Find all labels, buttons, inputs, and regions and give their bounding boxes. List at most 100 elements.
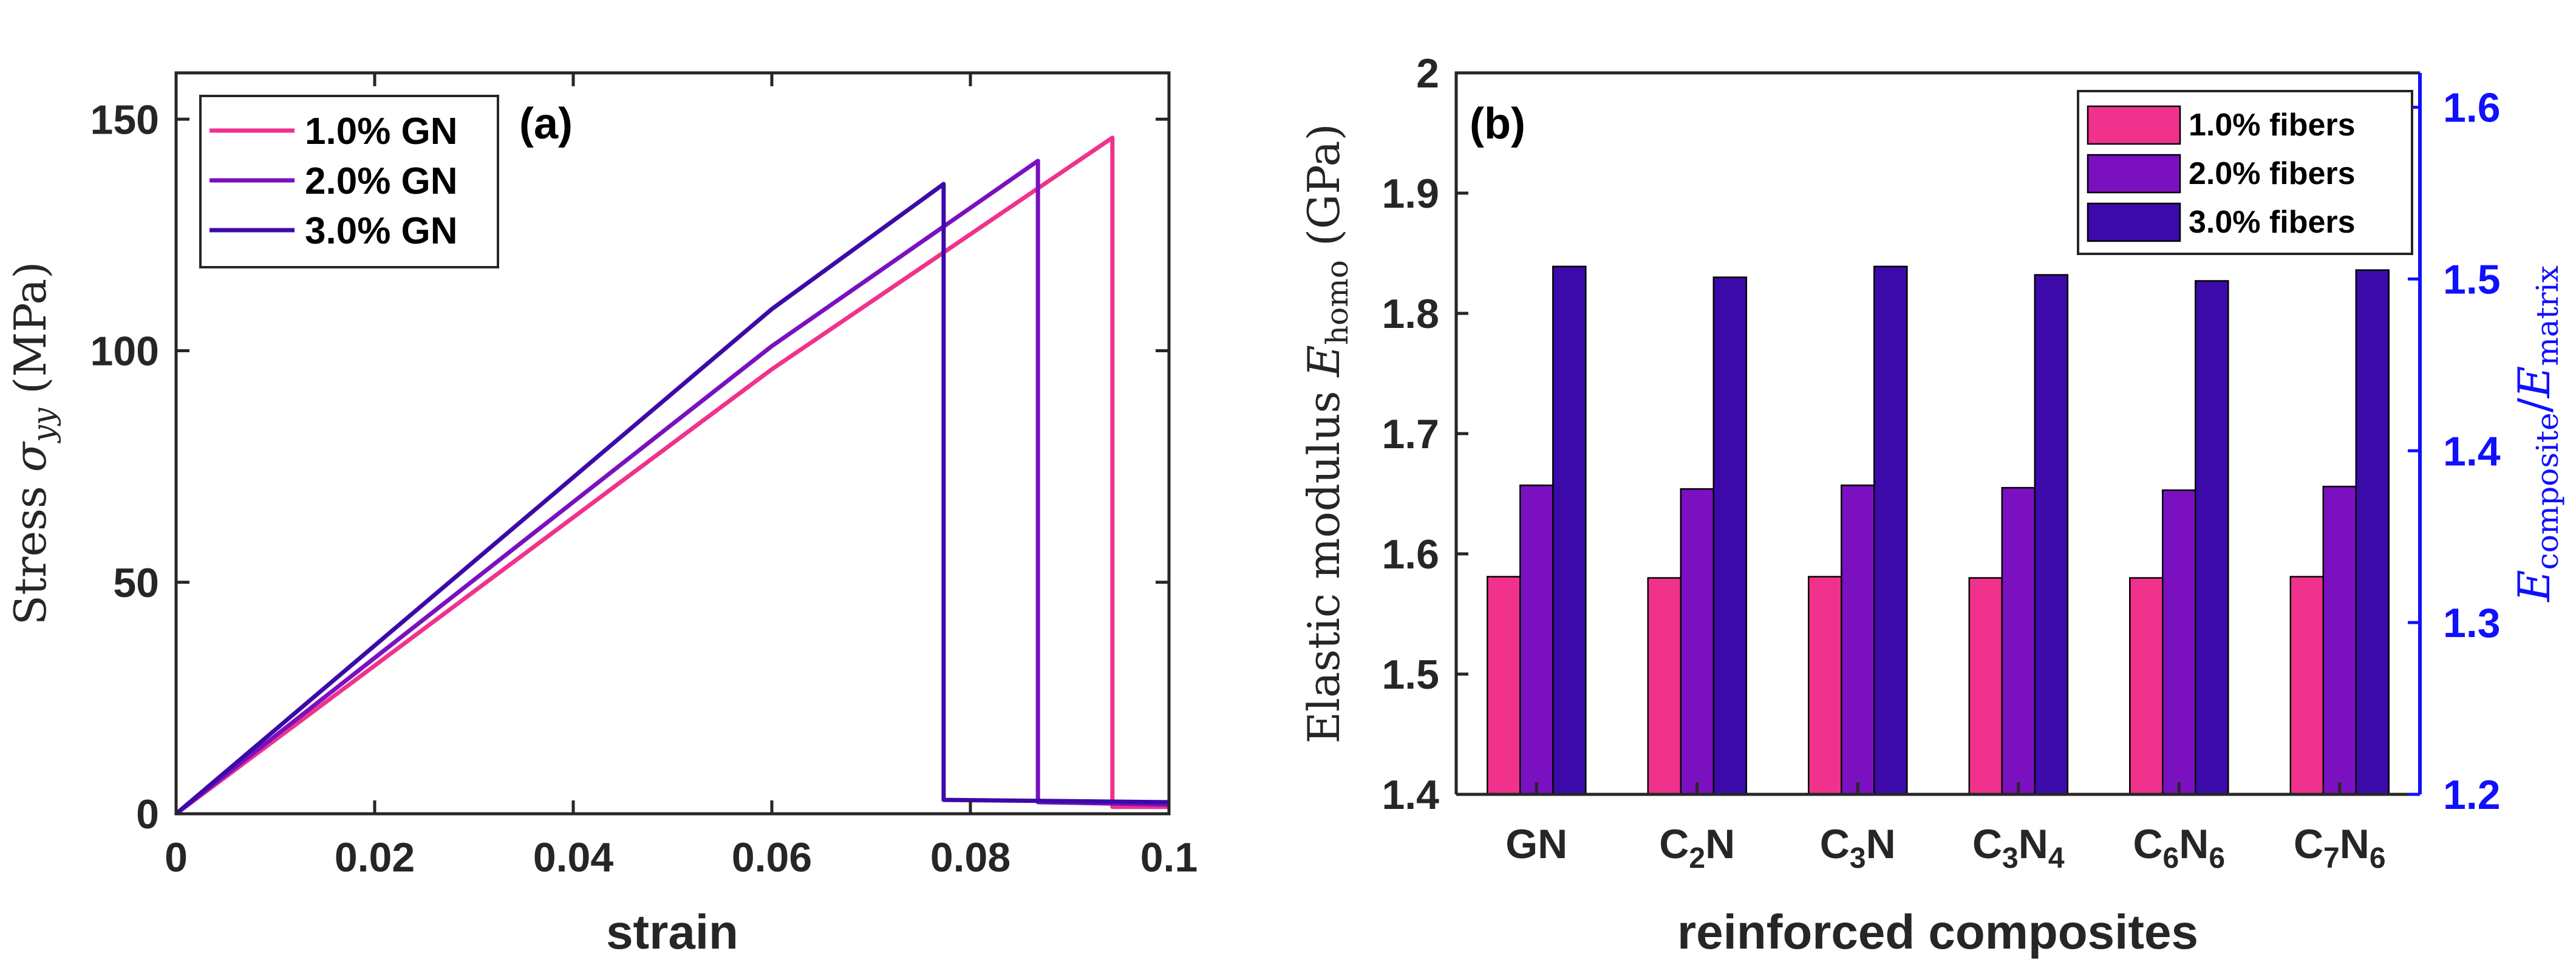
panel-b-bar-5-3 <box>2195 280 2229 796</box>
panel-a-x-tick-label: 0.08 <box>930 834 1010 881</box>
panel-b-legend-swatch-2 <box>2087 154 2181 194</box>
panel-b-x-tick-part: C <box>2133 821 2162 867</box>
panel-b-legend-label-2: 2.0% fibers <box>2189 156 2356 191</box>
panel-a-series-line-1 <box>174 135 1169 816</box>
panel-b-right-y-tick-label: 1.2 <box>2443 772 2501 818</box>
panel-a-line-chart: 0 0.02 0.04 0.06 0.08 0.1 0 50 100 150 (a) 1.0% … <box>5 71 1198 959</box>
panel-a-series-line-3 <box>174 182 1170 816</box>
panel-a-x-tick-label: 0.1 <box>1140 834 1198 881</box>
panel-b-y-tick-label: 1.7 <box>1382 411 1439 457</box>
panel-b-right-y-tick-label: 1.3 <box>2443 600 2501 646</box>
panel-b-x-ticks: GN C2N C3N C3N4 C6N6 C7N6 <box>1505 782 2386 875</box>
panel-b-right-y-tick-label: 1.4 <box>2443 428 2501 474</box>
panel-a-legend: 1.0% GN 2.0% GN 3.0% GN <box>199 95 499 268</box>
panel-b-bar-4-1 <box>1968 577 2003 796</box>
panel-a-x-ticks: 0 0.02 0.04 0.06 0.08 0.1 <box>165 73 1198 881</box>
panel-b-y-tick-label: 1.9 <box>1382 171 1439 217</box>
panel-b-x-tick-label-5: C6N6 <box>2133 821 2225 875</box>
panel-b-y-ticks: 1.4 1.5 1.6 1.7 1.8 1.9 2 <box>1382 50 1468 818</box>
panel-b-bar-4-2 <box>2001 486 2036 796</box>
panel-a-y-tick-label: 100 <box>90 329 159 375</box>
panel-b-y2label-subscript1: composite <box>2530 412 2565 570</box>
panel-b-bar-5-2 <box>2162 489 2196 796</box>
panel-a-x-tick-label: 0.04 <box>533 834 614 881</box>
panel-b-x-tick-part: N <box>2179 821 2209 867</box>
panel-b-y2label-symbol2: E <box>2509 366 2560 400</box>
panel-b-bar-3-2 <box>1841 484 1875 796</box>
panel-b-bar-4-3 <box>2034 274 2069 796</box>
panel-a-x-axis-label: strain <box>606 905 738 959</box>
panel-b-x-tick-part: N <box>1705 821 1735 867</box>
panel-b-bar-1-3 <box>1552 265 1587 796</box>
panel-b-bar-2-1 <box>1647 577 1682 796</box>
panel-b-x-tick-part: 3 <box>2002 842 2019 875</box>
panel-b-label: (b) <box>1470 100 1525 148</box>
panel-b-x-tick-part: N <box>2019 821 2048 867</box>
panel-a-x-tick-label: 0 <box>165 834 188 881</box>
panel-b-y-tick-label: 1.8 <box>1382 291 1439 337</box>
panel-b-x-tick-part: 6 <box>2209 842 2225 875</box>
panel-a-y-ticks: 0 50 100 150 <box>90 97 1169 837</box>
panel-a-axes-box <box>174 71 1171 816</box>
panel-b-y-tick-label: 1.5 <box>1382 652 1439 698</box>
panel-b-right-y-ticks: 1.2 1.3 1.4 1.5 1.6 <box>2408 85 2501 818</box>
panel-b-bar-2-2 <box>1680 488 1715 796</box>
panel-b-legend: 1.0% fibers 2.0% fibers 3.0% fibers <box>2077 90 2413 255</box>
panel-a-ylabel-prefix: Stress <box>5 472 56 625</box>
panel-b-x-tick-label-3: C3N <box>1820 821 1896 875</box>
panel-b-x-tick-part: N <box>2340 821 2370 867</box>
panel-b-bar-5-1 <box>2129 577 2164 796</box>
panel-b-bar-2-3 <box>1712 276 1748 796</box>
panel-b-x-tick-part: C <box>2294 821 2323 867</box>
panel-b-x-tick-part: N <box>1866 821 1896 867</box>
panel-b-x-tick-part: 6 <box>2370 842 2386 875</box>
panel-b-y-tick-label: 1.4 <box>1382 772 1439 818</box>
panel-b-ylabel-prefix: Elastic modulus <box>1298 377 1349 744</box>
panel-b-x-tick-part: GN <box>1505 821 1567 867</box>
panel-b-bars <box>1487 265 2390 796</box>
panel-b-y-tick-label: 2 <box>1416 50 1439 97</box>
panel-b-x-tick-part: 4 <box>2048 842 2065 875</box>
panel-b-bar-6-2 <box>2322 485 2357 796</box>
panel-b-legend-swatch-1 <box>2087 105 2181 145</box>
panel-a-x-tick-label: 0.02 <box>335 834 415 881</box>
panel-b-right-y-tick-label: 1.6 <box>2443 85 2501 131</box>
panel-a-legend-label-3: 3.0% GN <box>305 210 458 252</box>
panel-b-y2label-subscript2: matrix <box>2530 265 2565 366</box>
panel-b-x-tick-part: C <box>1659 821 1689 867</box>
panel-b-y-tick-label: 1.6 <box>1382 531 1439 578</box>
panel-b-bar-6-3 <box>2355 269 2390 796</box>
panel-b-x-tick-label-6: C7N6 <box>2294 821 2386 875</box>
panel-b-x-axis-label: reinforced composites <box>1677 905 2198 959</box>
panel-a-y-tick-label: 150 <box>90 97 159 143</box>
panel-b-bar-chart: GN C2N C3N C3N4 C6N6 C7N6 1.41.51.61.71.81.92… <box>1298 50 2565 959</box>
panel-a-ylabel-suffix: (MPa) <box>5 262 56 408</box>
panel-b-ylabel-suffix: (GPa) <box>1298 123 1349 260</box>
panel-b-y2label-symbol1: E <box>2509 570 2560 603</box>
panel-b-x-tick-label-1: GN <box>1505 821 1567 867</box>
panel-b-right-y-tick-label: 1.5 <box>2443 256 2501 302</box>
panel-a-label: (a) <box>519 100 573 148</box>
panel-b-legend-label-1: 1.0% fibers <box>2189 107 2356 143</box>
panel-b-legend-label-3: 3.0% fibers <box>2189 205 2356 240</box>
panel-b-x-tick-part: 6 <box>2163 842 2179 875</box>
panel-b-x-tick-part: 3 <box>1850 842 1866 875</box>
panel-b-legend-swatch-3 <box>2087 202 2181 242</box>
panel-a-ylabel-symbol: σ <box>5 441 56 472</box>
panel-b-bar-6-1 <box>2289 576 2325 796</box>
panel-b-bar-1-2 <box>1519 484 1554 796</box>
panel-a-series-lines <box>174 135 1170 816</box>
panel-b-x-tick-part: C <box>1820 821 1850 867</box>
panel-b-x-tick-label-2: C2N <box>1659 821 1735 875</box>
panel-b-y-axis-label: Elastic modulus Ehomo (GPa) <box>1298 123 1355 743</box>
panel-b-x-tick-part: 7 <box>2323 842 2340 875</box>
panel-b-bar-3-3 <box>1873 265 1908 796</box>
panel-b-x-tick-part: 2 <box>1689 842 1705 875</box>
panel-b-ylabel-subscript: homo <box>1320 260 1355 345</box>
panel-a-y-tick-label: 0 <box>136 791 159 837</box>
panel-b-bar-1-1 <box>1487 576 1521 796</box>
panel-b-x-tick-label-4: C3N4 <box>1972 821 2065 875</box>
panel-b-x-tick-part: C <box>1972 821 2002 867</box>
panel-a-ylabel-subscript: yy <box>26 407 61 443</box>
